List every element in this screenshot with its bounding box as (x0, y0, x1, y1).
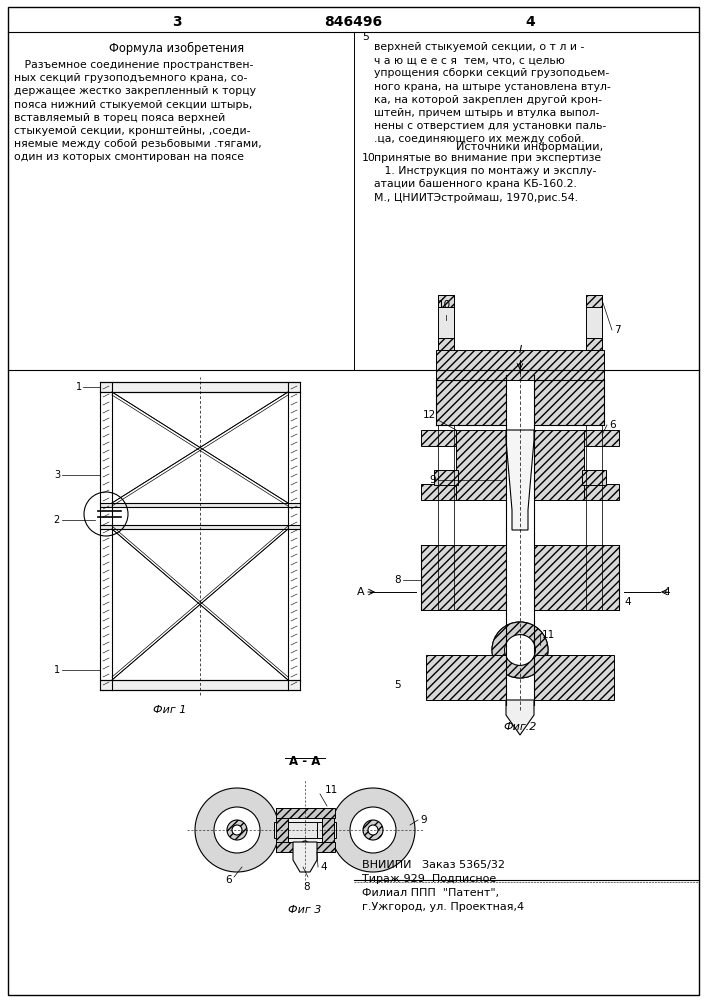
Bar (322, 808, 334, 852)
Bar (100, 525, 300, 529)
Bar (586, 338, 602, 350)
Text: Фиг 1: Фиг 1 (153, 705, 187, 715)
Polygon shape (506, 700, 534, 735)
Bar (426, 655, 506, 700)
Text: 1: 1 (76, 382, 82, 392)
Text: 11: 11 (542, 630, 555, 640)
Circle shape (232, 825, 242, 835)
Bar (100, 382, 300, 392)
Text: Формула изобретения: Формула изобретения (110, 42, 245, 55)
Bar (276, 808, 288, 852)
Bar (456, 430, 506, 500)
Wedge shape (492, 622, 548, 678)
Circle shape (505, 635, 535, 665)
Text: 10: 10 (362, 153, 376, 163)
Text: принятые во внимание при экспертизе
   1. Инструкция по монтажу и эксплу-
атации: принятые во внимание при экспертизе 1. И… (374, 153, 601, 203)
Text: Фиг.2: Фиг.2 (503, 722, 537, 732)
Circle shape (214, 807, 260, 853)
Bar (276, 842, 335, 852)
Bar (421, 430, 456, 446)
Text: 9: 9 (420, 815, 426, 825)
Text: Разъемное соединение пространствен-
ных секций грузоподъемного крана, со-
держащ: Разъемное соединение пространствен- ных … (14, 60, 262, 162)
Bar (436, 380, 506, 425)
Bar (534, 545, 619, 610)
Text: I: I (518, 345, 522, 355)
Text: 2: 2 (54, 515, 60, 525)
Text: 4: 4 (663, 587, 670, 597)
Text: 5: 5 (362, 32, 369, 42)
Bar (274, 822, 317, 838)
Text: A: A (357, 587, 365, 597)
Text: Филиал ППП  "Патент",: Филиал ППП "Патент", (362, 888, 499, 898)
Bar (586, 295, 602, 307)
Text: 4: 4 (320, 862, 327, 872)
Text: г.Ужгород, ул. Проектная,4: г.Ужгород, ул. Проектная,4 (362, 902, 524, 912)
Text: 4: 4 (624, 597, 631, 607)
Bar (276, 808, 335, 818)
Text: А - А: А - А (289, 755, 321, 768)
Text: 6: 6 (609, 420, 616, 430)
Polygon shape (506, 430, 534, 530)
Bar (584, 484, 619, 500)
Text: 11: 11 (325, 785, 338, 795)
Text: 846496: 846496 (324, 15, 382, 29)
Text: 8: 8 (303, 882, 310, 892)
Text: 9: 9 (429, 475, 436, 485)
Bar (582, 470, 606, 485)
Bar (438, 295, 454, 350)
Text: Источники информации,: Источники информации, (457, 142, 604, 152)
Circle shape (368, 825, 378, 835)
Text: 4: 4 (525, 15, 535, 29)
Bar (534, 380, 604, 425)
Bar (438, 295, 454, 307)
Polygon shape (293, 842, 317, 872)
Circle shape (227, 820, 247, 840)
Text: 10: 10 (438, 300, 450, 310)
Text: ВНИИПИ   Заказ 5365/32: ВНИИПИ Заказ 5365/32 (362, 860, 505, 870)
Text: верхней стыкуемой секции, о т л и -
ч а ю щ е е с я  тем, что, с целью
упрощения: верхней стыкуемой секции, о т л и - ч а … (374, 42, 611, 144)
Bar (434, 470, 458, 485)
Bar (534, 655, 614, 700)
Text: 7: 7 (614, 325, 621, 335)
Circle shape (195, 788, 279, 872)
Bar (438, 338, 454, 350)
Circle shape (492, 622, 548, 678)
Circle shape (363, 820, 383, 840)
Text: Фиг 3: Фиг 3 (288, 905, 322, 915)
Text: 3: 3 (173, 15, 182, 29)
Text: 8: 8 (395, 575, 401, 585)
Ellipse shape (299, 841, 311, 859)
Text: 1: 1 (54, 665, 60, 675)
Text: Тираж 929  Подписное: Тираж 929 Подписное (362, 874, 496, 884)
Bar (421, 545, 506, 610)
Text: 6: 6 (226, 875, 232, 885)
Bar (317, 822, 336, 838)
Bar (534, 430, 584, 500)
Circle shape (331, 788, 415, 872)
Bar (100, 680, 300, 690)
Bar (210, 818, 400, 842)
Bar (586, 295, 602, 350)
Text: 5: 5 (395, 680, 401, 690)
Circle shape (350, 807, 396, 853)
Bar (421, 484, 456, 500)
Text: 3: 3 (54, 470, 60, 480)
Bar (100, 503, 300, 507)
Bar (584, 430, 619, 446)
Text: 12: 12 (423, 410, 436, 420)
Bar (436, 350, 604, 380)
